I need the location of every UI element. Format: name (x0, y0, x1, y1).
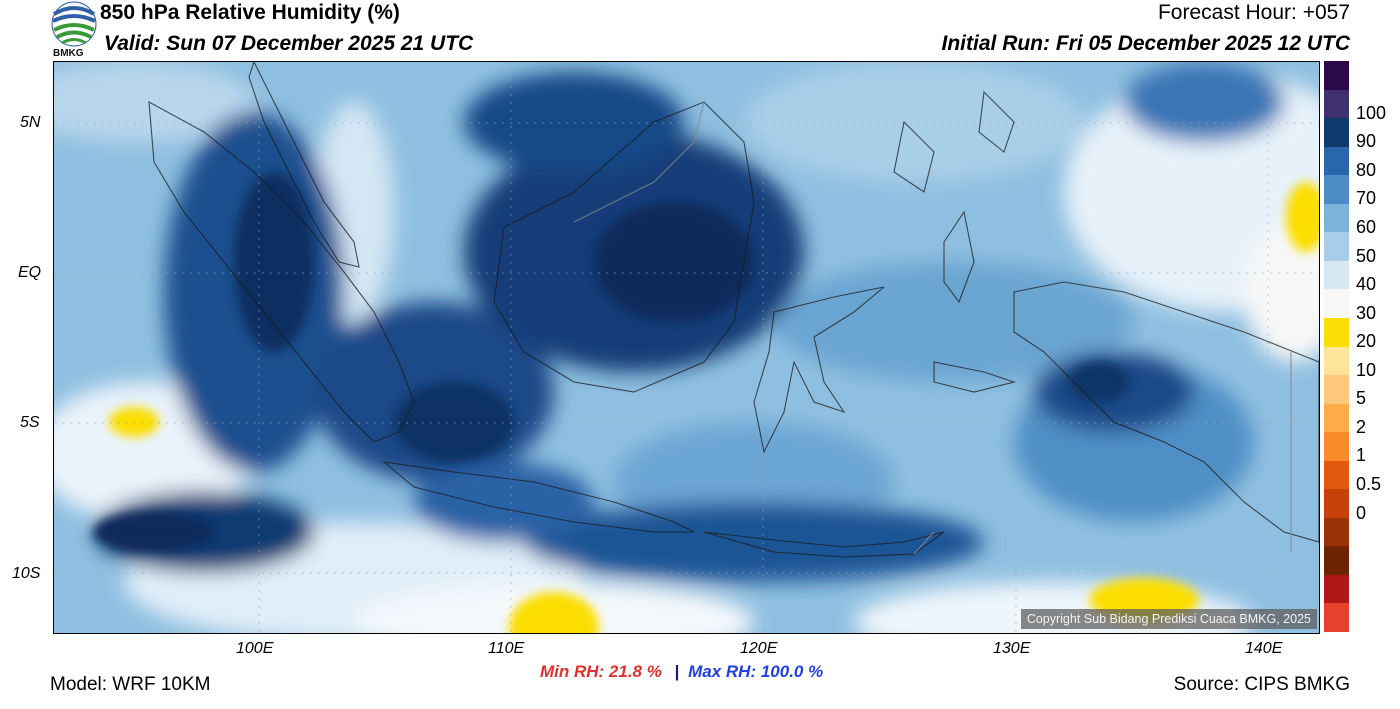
borneo-coastline (493, 101, 755, 393)
colorbar-segment (1324, 289, 1349, 319)
chart-title: 850 hPa Relative Humidity (%) (100, 1, 400, 24)
colorbar-segment (1324, 61, 1349, 91)
lat-tick-5s: 5S (20, 414, 40, 431)
colorbar-segment (1324, 203, 1349, 233)
logo-text: BMKG (53, 48, 84, 59)
lat-tick-eq: EQ (18, 264, 42, 281)
colorbar-segment (1324, 232, 1349, 262)
colorbar-label: 2 (1356, 416, 1367, 437)
colorbar-segment (1324, 574, 1349, 604)
colorbar-label: 0.5 (1356, 473, 1382, 494)
colorbar-label: 60 (1356, 217, 1377, 238)
colorbar-segment (1324, 375, 1349, 405)
colorbar-segment (1324, 89, 1349, 119)
valid-time: Valid: Sun 07 December 2025 21 UTC (104, 32, 474, 55)
colorbar-label: 1 (1356, 445, 1367, 466)
colorbar-segment (1324, 546, 1349, 576)
copyright-notice: Copyright Sub Bidang Prediksi Cuaca BMKG… (1020, 609, 1317, 629)
humidity-map (53, 61, 1320, 634)
colorbar-label: 100 (1356, 102, 1387, 123)
colorbar-label: 90 (1356, 131, 1377, 152)
colorbar-segment (1324, 260, 1349, 290)
lat-tick-10s: 10S (12, 565, 41, 582)
colorbar-label: 5 (1356, 388, 1367, 409)
sulawesi-coastline (753, 286, 885, 454)
lon-tick-130e: 130E (993, 640, 1031, 657)
colorbar-label: 80 (1356, 159, 1377, 180)
colorbar-segment (1324, 317, 1349, 347)
lon-tick-120e: 120E (740, 640, 778, 657)
colorbar-label: 50 (1356, 245, 1377, 266)
colorbar (1324, 61, 1349, 633)
stats-separator: | (674, 662, 680, 681)
lon-tick-100e: 100E (236, 640, 274, 657)
colorbar-label: 0 (1356, 502, 1367, 523)
colorbar-segment (1324, 175, 1349, 205)
source-label: Source: CIPS BMKG (1173, 674, 1350, 695)
maluku-coastline (943, 210, 975, 304)
colorbar-segment (1324, 346, 1349, 376)
colorbar-segment (1324, 146, 1349, 176)
min-rh: Min RH: 21.8 % (540, 662, 662, 681)
model-label: Model: WRF 10KM (50, 674, 211, 695)
colorbar-segment (1324, 517, 1349, 547)
colorbar-segment (1324, 460, 1349, 490)
colorbar-segment (1324, 603, 1349, 633)
lon-tick-140e: 140E (1245, 640, 1283, 657)
lon-tick-110e: 110E (488, 640, 525, 657)
java-coastline (382, 461, 695, 533)
colorbar-label: 40 (1356, 274, 1377, 295)
max-rh: Max RH: 100.0 % (688, 662, 824, 681)
colorbar-segment (1324, 489, 1349, 519)
lat-tick-5n: 5N (20, 114, 41, 131)
sumatra-coastline (148, 101, 415, 443)
colorbar-label: 20 (1356, 331, 1377, 352)
rh-stats: Min RH: 21.8 % | Max RH: 100.0 % (540, 662, 823, 682)
new-guinea-coastline (1013, 281, 1319, 543)
colorbar-label: 30 (1356, 302, 1377, 323)
colorbar-label: 70 (1356, 188, 1377, 209)
malay-coastline (248, 62, 360, 268)
initial-run: Initial Run: Fri 05 December 2025 12 UTC (941, 32, 1350, 55)
colorbar-label: 10 (1356, 359, 1377, 380)
colorbar-segment (1324, 432, 1349, 462)
forecast-hour: Forecast Hour: +057 (1157, 1, 1350, 24)
lesser-sunda-coastline (703, 531, 945, 558)
colorbar-segment (1324, 403, 1349, 433)
bmkg-logo (50, 0, 100, 62)
colorbar-segment (1324, 118, 1349, 148)
